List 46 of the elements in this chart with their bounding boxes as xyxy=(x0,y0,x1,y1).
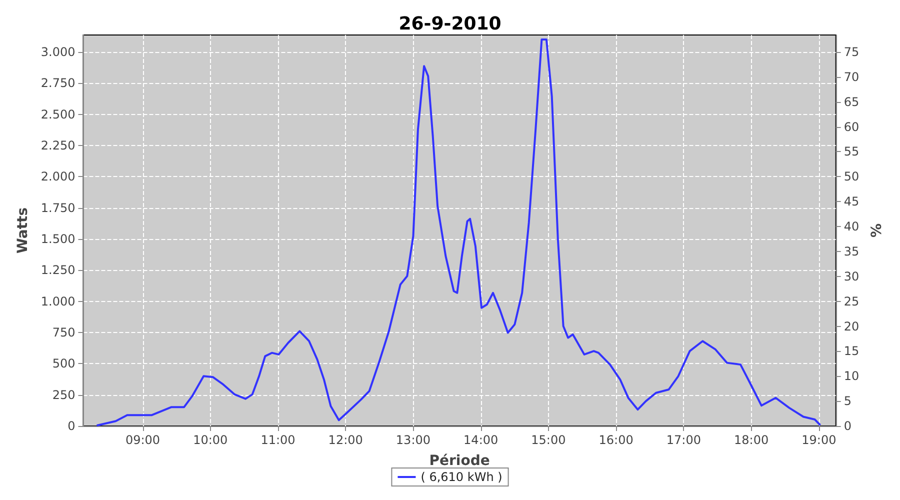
y2-tick-label: 45 xyxy=(844,194,860,209)
y2-axis-title: % xyxy=(869,223,885,238)
y2-tick-label: 10 xyxy=(844,369,860,384)
y-tick-label: 0 xyxy=(68,419,76,433)
y-axis-title: Watts xyxy=(15,207,31,254)
x-tick-label: 16:00 xyxy=(598,433,634,447)
y-tick-label: 2.000 xyxy=(40,170,76,184)
x-tick-label: 13:00 xyxy=(396,433,431,447)
y2-tick-label: 50 xyxy=(844,170,860,184)
y-tick-label: 1.000 xyxy=(40,294,76,308)
x-tick-label: 11:00 xyxy=(260,433,296,447)
y2-tick-label: 30 xyxy=(844,269,860,284)
y2-tick-label: 15 xyxy=(844,344,860,358)
x-tick-label: 12:00 xyxy=(328,433,363,447)
x-axis-title: Période xyxy=(429,453,490,469)
y-tick-label: 750 xyxy=(52,326,76,340)
y2-tick-label: 65 xyxy=(844,94,860,109)
x-tick-label: 14:00 xyxy=(464,433,498,447)
y2-tick-label: 70 xyxy=(844,70,860,84)
y2-tick-label: 55 xyxy=(844,144,860,159)
x-tick-label: 10:00 xyxy=(193,433,228,447)
y-tick-label: 250 xyxy=(52,388,76,402)
line-series xyxy=(96,38,822,426)
y-tick-label: 2.750 xyxy=(40,76,76,90)
y2-tick-label: 0 xyxy=(844,419,852,433)
y2-tick-label: 60 xyxy=(844,120,860,134)
x-tick-label: 19:00 xyxy=(802,433,836,447)
x-tick-label: 18:00 xyxy=(734,433,769,447)
y2-tick-label: 35 xyxy=(844,244,860,258)
y-tick-label: 500 xyxy=(52,356,76,371)
x-tick-label: 17:00 xyxy=(666,433,701,447)
x-tick-label: 09:00 xyxy=(125,433,160,447)
y-tick-label: 3.000 xyxy=(40,45,76,60)
y-tick-label: 2.500 xyxy=(40,107,76,122)
y2-tick-label: 75 xyxy=(844,44,860,59)
legend-label: ( 6,610 kWh ) xyxy=(420,470,502,484)
y2-tick-label: 5 xyxy=(844,394,852,408)
chart-title: 26-9-2010 xyxy=(398,14,502,34)
y-tick-label: 1.250 xyxy=(40,263,76,278)
y-tick-label: 2.250 xyxy=(40,138,76,153)
y2-tick-label: 20 xyxy=(844,319,860,334)
y-tick-label: 1.750 xyxy=(40,200,76,215)
y2-tick-label: 25 xyxy=(844,294,860,308)
y-tick-label: 1.500 xyxy=(40,232,76,246)
y2-tick-label: 40 xyxy=(844,220,860,234)
x-tick-label: 15:00 xyxy=(531,433,566,447)
